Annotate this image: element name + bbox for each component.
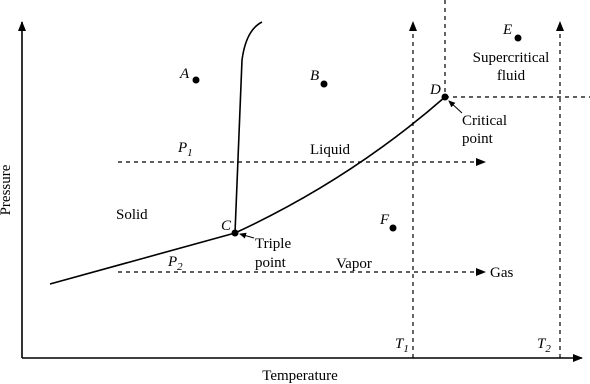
point-label: F xyxy=(379,212,390,228)
point-label: A xyxy=(179,66,190,82)
path-label: P1 xyxy=(177,140,193,159)
x-axis-label: Temperature xyxy=(262,368,338,384)
dashed-paths xyxy=(118,0,590,358)
annotation: Triple xyxy=(255,236,291,252)
annotation: Critical xyxy=(462,113,507,129)
state-points xyxy=(192,34,522,237)
path-subscript: 1 xyxy=(187,147,193,159)
path-symbol: T xyxy=(537,336,547,352)
pointer-arrows xyxy=(239,100,463,239)
region-label: Solid xyxy=(116,207,148,223)
region-label: Vapor xyxy=(336,256,372,272)
phase-curves xyxy=(49,21,446,285)
path-label: T2 xyxy=(537,336,551,355)
annotation: point xyxy=(255,255,287,271)
path-label: P2 xyxy=(167,254,183,273)
point-label: B xyxy=(310,68,319,84)
axes xyxy=(18,21,583,362)
point-label: D xyxy=(429,82,441,98)
path-symbol: P xyxy=(167,254,177,270)
path-subscript: 2 xyxy=(177,261,183,273)
region-label: Supercritical xyxy=(473,50,550,66)
annotation: point xyxy=(462,131,494,147)
path-subscript: 1 xyxy=(403,343,409,355)
path-label: T1 xyxy=(395,336,409,355)
path-symbol: T xyxy=(395,336,405,352)
region-label: Gas xyxy=(490,265,513,281)
path-subscript: 2 xyxy=(545,343,551,355)
region-label: fluid xyxy=(497,68,526,84)
region-label: Liquid xyxy=(310,142,350,158)
y-axis-label: Pressure xyxy=(0,164,14,215)
point-label: E xyxy=(502,22,512,38)
point-label: C xyxy=(221,218,232,234)
path-symbol: P xyxy=(177,140,187,156)
